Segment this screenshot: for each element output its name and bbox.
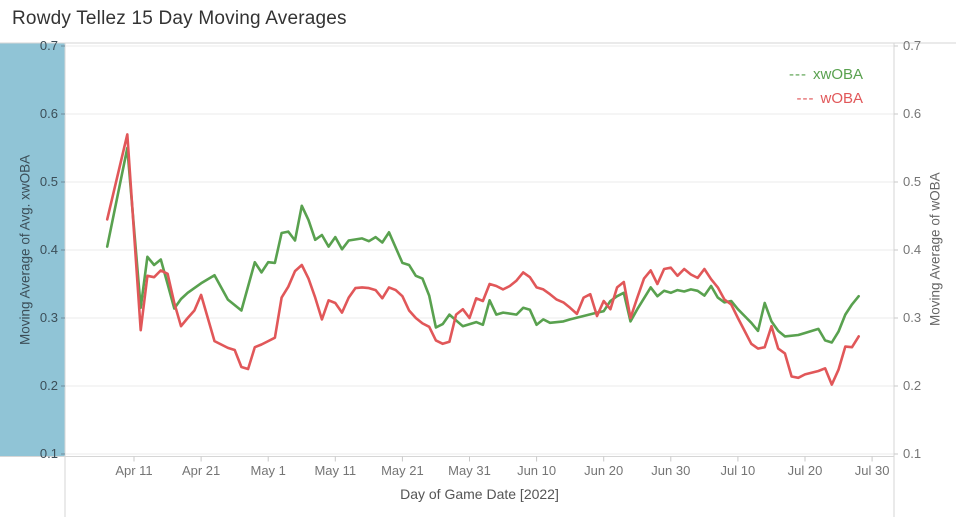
legend-label-xwoba: xwOBA — [812, 66, 863, 83]
page-title: Rowdy Tellez 15 Day Moving Averages — [12, 8, 347, 29]
legend-label-woba: wOBA — [820, 90, 863, 107]
legend-item-xwoba[interactable]: --- xwOBA — [789, 63, 863, 87]
x-tick-label: May 31 — [448, 463, 491, 478]
legend-dash-swatch: --- — [788, 66, 807, 83]
x-tick-label: May 1 — [250, 463, 286, 478]
legend-item-woba[interactable]: --- wOBA — [789, 87, 863, 111]
x-tick-label: Jun 10 — [517, 463, 557, 478]
x-tick-label: Apr 11 — [115, 463, 153, 478]
legend: --- xwOBA --- wOBA — [789, 63, 863, 111]
x-tick-label: Jun 30 — [651, 463, 691, 478]
plot-area[interactable] — [65, 43, 894, 456]
left-axis-highlight-band[interactable] — [0, 43, 65, 456]
x-tick-label: Jul 10 — [720, 463, 756, 478]
x-tick-label: Apr 21 — [181, 463, 221, 478]
series-line-xwoba[interactable] — [105, 146, 861, 344]
x-axis-title: Day of Game Date [2022] — [400, 486, 559, 502]
x-tick-label: Jun 20 — [584, 463, 624, 478]
x-tick-label: Jul 20 — [787, 463, 823, 478]
right-axis-title: Moving Average of wOBA — [927, 172, 943, 327]
series-line-woba[interactable] — [105, 133, 861, 386]
x-tick-label: May 21 — [381, 463, 424, 478]
legend-dash-swatch: --- — [796, 90, 815, 107]
x-tick-label: Jul 30 — [854, 463, 890, 478]
x-tick-label: May 11 — [314, 463, 357, 478]
left-axis-title: Moving Average of Avg. xwOBA — [17, 154, 33, 345]
